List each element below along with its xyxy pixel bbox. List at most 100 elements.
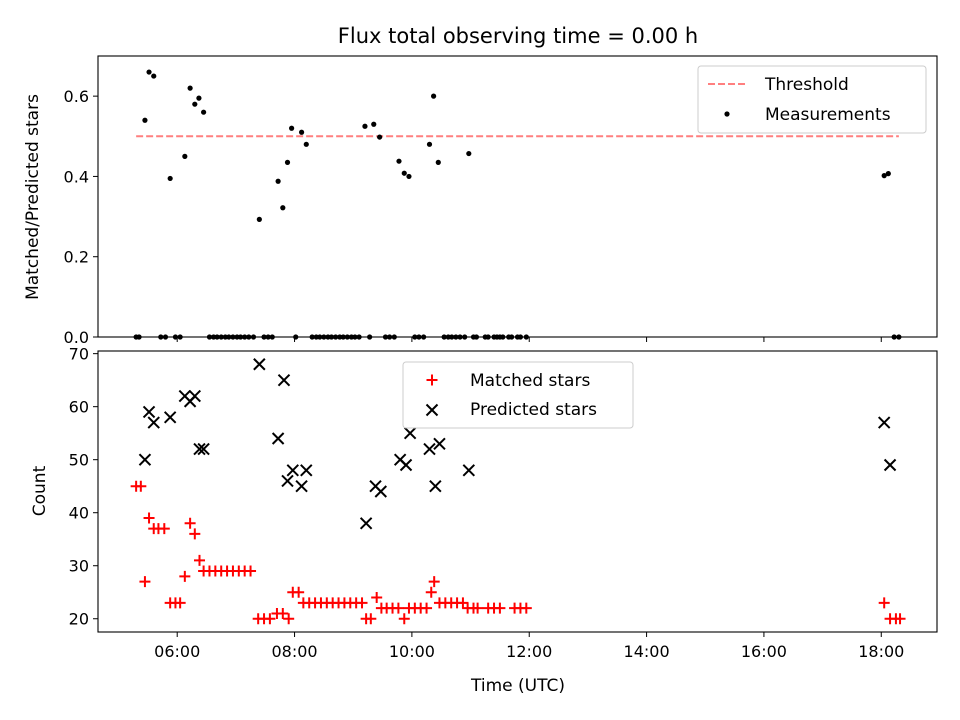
count-x-ticks: 06:00 08:00 10:00 12:00 14:00 16:00 18:00: [154, 632, 904, 661]
matched-stars-point: [371, 592, 383, 604]
predicted-stars-point: [142, 405, 156, 419]
count-x-tick-label: 14:00: [624, 642, 670, 661]
measurement-point: [280, 205, 286, 211]
measurement-point: [182, 153, 188, 159]
matched-stars-point: [457, 597, 469, 609]
measurement-point: [196, 95, 202, 101]
ratio-y-tick-label: 0.6: [64, 87, 89, 106]
matched-stars-point: [283, 613, 295, 625]
legend-matched-label: Matched stars: [470, 371, 590, 391]
measurement-point: [881, 173, 887, 179]
matched-stars-point: [425, 586, 437, 598]
matched-stars-point: [878, 597, 890, 609]
measurement-point: [401, 170, 407, 176]
ratio-y-ticks: 0.0 0.2 0.4 0.6: [64, 87, 98, 347]
ratio-x-ticks: [176, 337, 882, 342]
measurement-point: [362, 123, 368, 129]
predicted-stars-point: [877, 416, 891, 429]
predicted-stars-point: [423, 442, 436, 456]
legend-measurements-label: Measurements: [765, 105, 891, 125]
measurement-point: [303, 141, 309, 147]
predicted-stars-point: [197, 442, 210, 456]
measurement-point: [142, 117, 148, 123]
matched-stars-point: [179, 570, 191, 582]
predicted-stars-point: [883, 458, 897, 472]
predicted-stars-point: [286, 464, 299, 477]
matched-stars-point: [293, 586, 305, 598]
legend-predicted-label: Predicted stars: [470, 400, 597, 420]
matched-stars-point: [194, 554, 206, 566]
legend-threshold-label: Threshold: [764, 75, 849, 95]
legend-measurements-swatch: [724, 111, 730, 117]
predicted-stars-point: [163, 411, 177, 424]
measurement-point: [885, 171, 891, 177]
matched-stars-point: [365, 613, 377, 625]
matched-stars-point: [158, 523, 170, 535]
matched-stars-point: [494, 602, 506, 614]
measurement-point: [146, 69, 152, 75]
count-x-tick-label: 06:00: [154, 642, 200, 661]
matched-stars-point: [472, 602, 484, 614]
count-x-tick-label: 16:00: [741, 642, 787, 661]
measurement-point: [406, 173, 412, 180]
matched-stars-point: [428, 576, 440, 588]
measurement-point: [275, 178, 281, 184]
legend-predicted-swatch: [425, 403, 439, 417]
count-y-tick-label: 30: [69, 557, 89, 576]
matched-stars-point: [520, 602, 532, 614]
ratio-y-label: Matched/Predicted stars: [23, 94, 43, 300]
predicted-stars-point: [138, 453, 152, 466]
count-y-label: Count: [30, 465, 50, 516]
count-y-tick-label: 40: [69, 504, 89, 523]
count-legend-frame: [402, 361, 634, 429]
predicted-stars-point: [300, 464, 313, 477]
count-x-label: Time (UTC): [470, 676, 565, 696]
measurement-point: [192, 101, 198, 107]
predicted-stars-point: [271, 432, 285, 445]
predicted-stars-point: [193, 442, 206, 456]
matched-stars-point: [189, 528, 201, 540]
measurement-point: [377, 134, 383, 140]
count-x-tick-label: 12:00: [506, 642, 552, 661]
count-x-tick-label: 18:00: [858, 642, 904, 661]
count-y-tick-label: 20: [69, 610, 89, 629]
predicted-stars-point: [281, 474, 294, 488]
measurement-point: [435, 159, 441, 165]
count-y-tick-label: 50: [69, 451, 89, 470]
measurement-point: [151, 73, 157, 79]
count-y-tick-label: 60: [69, 398, 89, 417]
legend-matched-swatch: [426, 374, 438, 386]
measurement-point: [167, 175, 173, 182]
predicted-stars-point: [277, 373, 291, 387]
ratio-legend-frame: [697, 65, 927, 134]
matched-stars-point: [245, 565, 257, 577]
count-axes: 20 30 40 50 60 70 06:00 08:00 10:00 12:00 14:00 16…: [30, 345, 938, 696]
ratio-y-tick-label: 0.0: [64, 328, 89, 347]
matched-stars-point: [894, 613, 906, 625]
ratio-axes: 0.0 0.2 0.4 0.6 Matched/Predicted stars Thr…: [23, 55, 938, 347]
ratio-axes-frame: [97, 55, 938, 338]
measurement-point: [289, 125, 295, 131]
predicted-stars-point: [147, 416, 160, 429]
matched-stars-point: [421, 602, 433, 614]
predicted-stars-point: [253, 358, 266, 371]
ratio-y-tick-label: 0.2: [64, 248, 89, 267]
ratio-legend: Threshold Measurements: [697, 65, 927, 134]
measurement-point: [396, 158, 402, 164]
measurement-point: [466, 150, 472, 157]
matched-stars-point: [139, 576, 151, 588]
count-x-tick-label: 10:00: [389, 642, 435, 661]
measurement-point: [431, 93, 437, 99]
measurement-point: [371, 121, 377, 127]
predicted-stars-point: [399, 458, 413, 472]
predicted-stars-point: [433, 437, 446, 450]
matched-stars-point: [143, 512, 155, 524]
matched-stars-point: [184, 517, 196, 529]
measurement-point: [201, 109, 207, 115]
measurement-point: [256, 216, 262, 222]
predicted-stars-point: [374, 485, 388, 498]
matched-stars-point: [264, 613, 276, 625]
measurement-point: [284, 159, 291, 165]
figure-title: Flux total observing time = 0.00 h: [338, 24, 698, 48]
matched-stars-point: [398, 613, 410, 625]
